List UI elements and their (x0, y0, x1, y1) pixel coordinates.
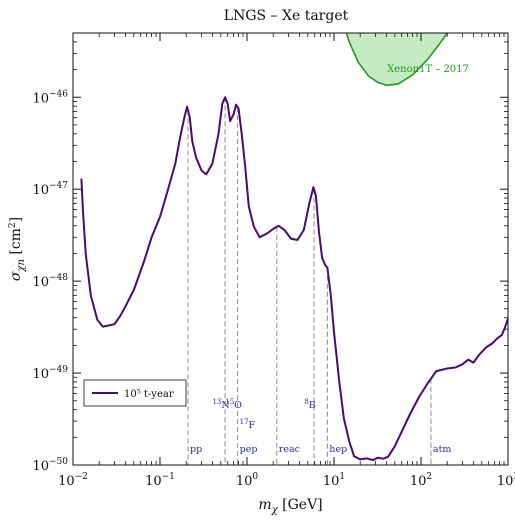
source-label-atm: atm (433, 444, 452, 455)
y-axis-title-unit-close: ] (8, 217, 24, 222)
x-tick-exp: 3 (513, 472, 515, 482)
y-axis-title-unit-sup: 2 (8, 222, 18, 228)
y-tick-base: 10 (32, 367, 49, 382)
x-tick-base: 10 (497, 474, 514, 489)
exclusion-region-layer: Xenon1T – 2017 (345, 33, 469, 87)
x-tick-exp: −1 (162, 472, 175, 482)
x-axis-title-main: m (258, 497, 271, 513)
x-tick-label: 10−2 (58, 472, 88, 489)
x-tick-exp: 2 (426, 472, 432, 482)
x-tick-base: 10 (58, 474, 75, 489)
x-tick-label: 102 (410, 472, 432, 489)
x-tick-exp: 1 (339, 472, 345, 482)
exclusion-region-label: Xenon1T – 2017 (387, 64, 469, 75)
series-layer (80, 96, 508, 462)
y-tick-exp: −49 (49, 365, 68, 375)
x-tick-label: 103 (497, 472, 515, 489)
y-tick-label: 10−47 (32, 181, 68, 198)
x-axis-title-unit: [GeV] (278, 497, 323, 513)
x-axis-title: mχ [GeV] (258, 497, 322, 516)
source-label-pp: pp (190, 444, 202, 455)
source-label-main: O (234, 400, 242, 411)
y-tick-base: 10 (32, 459, 49, 474)
y-tick-label: 10−48 (32, 273, 68, 290)
source-label-sup: 13 (212, 398, 221, 406)
legend: 10⁵ t-year (83, 379, 187, 407)
y-tick-exp: −47 (49, 181, 68, 191)
y-tick-exp: −46 (49, 89, 68, 99)
y-tick-base: 10 (32, 91, 49, 106)
x-tick-base: 10 (323, 474, 340, 489)
series-line (80, 96, 508, 462)
y-tick-base: 10 (32, 183, 49, 198)
x-tick-label: 100 (236, 472, 259, 489)
plot-frame (72, 32, 509, 466)
y-axis-title-sub: χn (16, 259, 27, 273)
source-label-reac: reac (279, 444, 300, 455)
source-label-F: 17F (240, 418, 256, 431)
y-axis-title: σχn [cm2] (8, 217, 27, 281)
y-tick-label: 10−50 (32, 457, 68, 474)
x-tick-base: 10 (236, 474, 253, 489)
x-tick-label: 101 (323, 472, 345, 489)
source-label-sup: 15 (225, 398, 234, 406)
neutrino-source-lines (187, 97, 432, 465)
x-axis-title-sub: χ (271, 505, 279, 516)
source-label-sup: 17 (240, 418, 249, 426)
y-tick-exp: −48 (49, 273, 68, 283)
source-label-N: 13N (212, 398, 229, 411)
x-tick-base: 10 (410, 474, 427, 489)
y-tick-label: 10−46 (32, 89, 68, 106)
x-tick-exp: 0 (252, 472, 258, 482)
source-label-B: 8B (304, 398, 315, 411)
exclusion-region-boundary (345, 33, 449, 87)
source-label-main: B (309, 400, 316, 411)
exclusion-region-fill (346, 33, 448, 86)
source-label-sup: 8 (304, 398, 308, 406)
axes: 10−210−110010110210310−5010−4910−4810−47… (8, 32, 515, 516)
legend-label: 10⁵ t-year (124, 389, 174, 400)
source-label-main: F (249, 420, 256, 431)
x-tick-label: 10−1 (145, 472, 175, 489)
source-label-main: N (221, 400, 229, 411)
source-label-pep: pep (240, 444, 258, 455)
y-axis-title-main: σ (8, 271, 24, 281)
source-label-O: 15O (225, 398, 242, 411)
chart-title: LNGS – Xe target (224, 8, 349, 24)
x-tick-exp: −2 (75, 472, 88, 482)
y-tick-exp: −50 (49, 457, 68, 467)
y-tick-label: 10−49 (32, 365, 68, 382)
y-tick-base: 10 (32, 275, 49, 290)
source-label-hep: hep (329, 444, 347, 455)
y-axis-title-unit: [cm (8, 228, 24, 259)
x-tick-base: 10 (145, 474, 162, 489)
